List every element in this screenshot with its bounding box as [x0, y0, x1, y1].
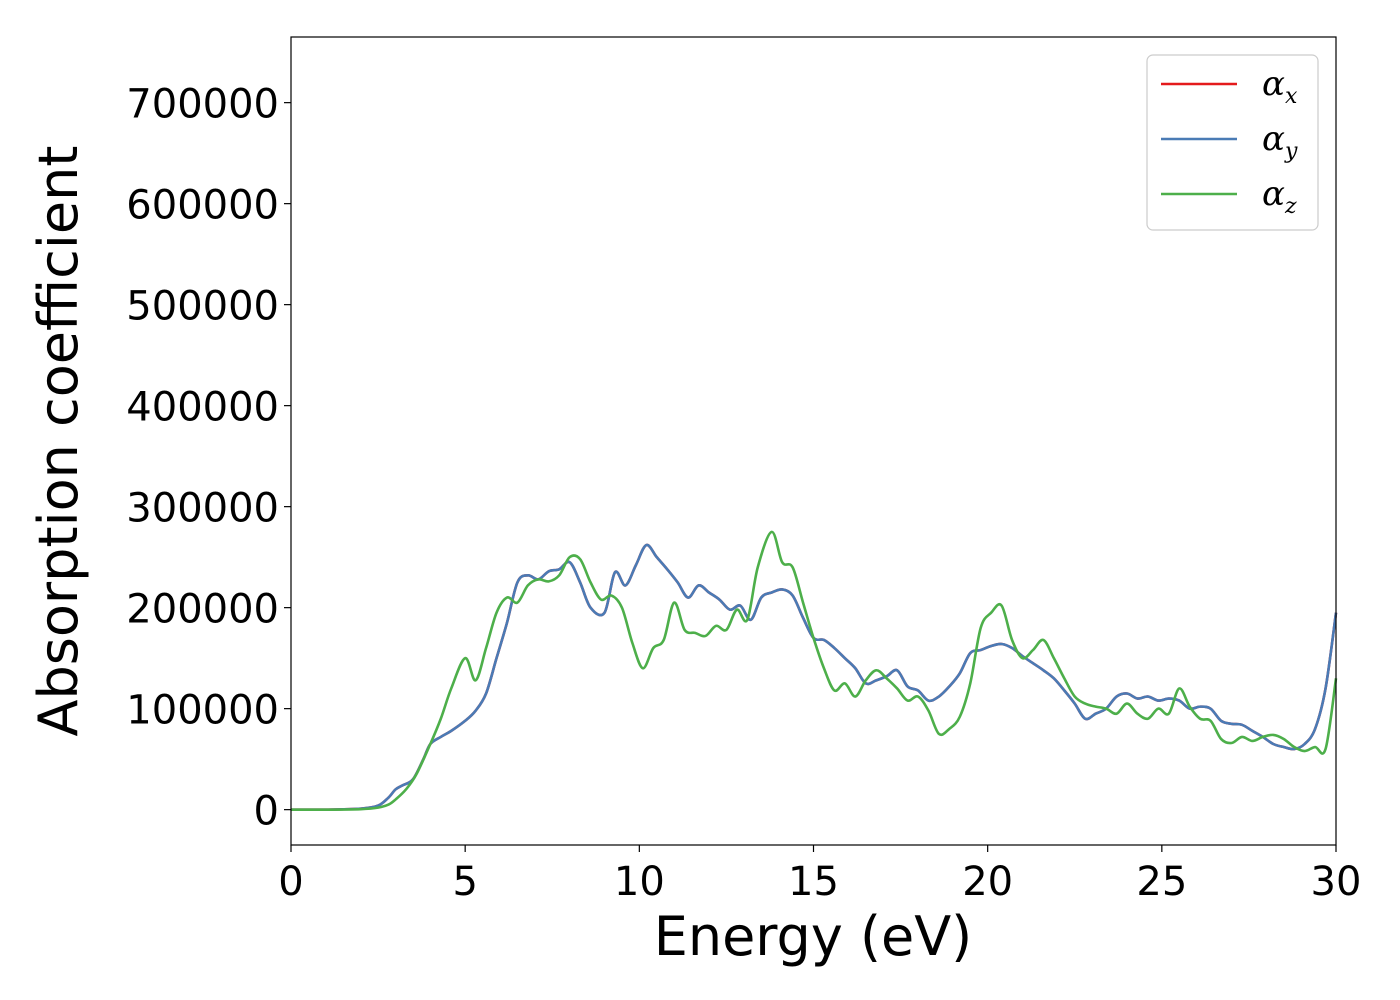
series-line-z [290, 530, 1338, 811]
y-tick-label: 700000 [126, 82, 279, 128]
y-axis-title: Absorption coefficient [27, 146, 90, 737]
y-tick-label: 500000 [126, 284, 279, 330]
series-line-y [290, 543, 1338, 812]
y-tick-label: 300000 [126, 486, 279, 532]
x-axis: 0 5 10 15 20 25 30 [278, 845, 1361, 905]
legend-subscript-z: z [1284, 194, 1297, 219]
y-tick-label: 600000 [126, 183, 279, 229]
x-tick-label: 10 [614, 859, 665, 905]
x-tick-label: 15 [788, 859, 839, 905]
legend-box [1146, 54, 1319, 231]
plot-lines [290, 530, 1338, 812]
y-tick-label: 200000 [126, 587, 279, 633]
y-tick-label: 100000 [126, 688, 279, 734]
x-tick-label: 5 [452, 859, 477, 905]
series-line-x [290, 543, 1338, 812]
y-tick-label: 0 [254, 789, 279, 835]
x-tick-label: 30 [1311, 859, 1362, 905]
y-tick-label: 400000 [126, 385, 279, 431]
x-tick-label: 25 [1136, 859, 1187, 905]
legend-label-y: αy [1262, 119, 1298, 164]
legend-subscript-x: x [1285, 84, 1298, 109]
x-axis-title: Energy (eV) [654, 905, 973, 968]
legend-label-x: αx [1262, 64, 1298, 109]
y-axis: 0 100000 200000 300000 400000 500000 600000 700… [126, 82, 291, 835]
x-tick-label: 20 [962, 859, 1013, 905]
x-tick-label: 0 [278, 859, 303, 905]
legend-subscript-y: y [1284, 139, 1298, 164]
